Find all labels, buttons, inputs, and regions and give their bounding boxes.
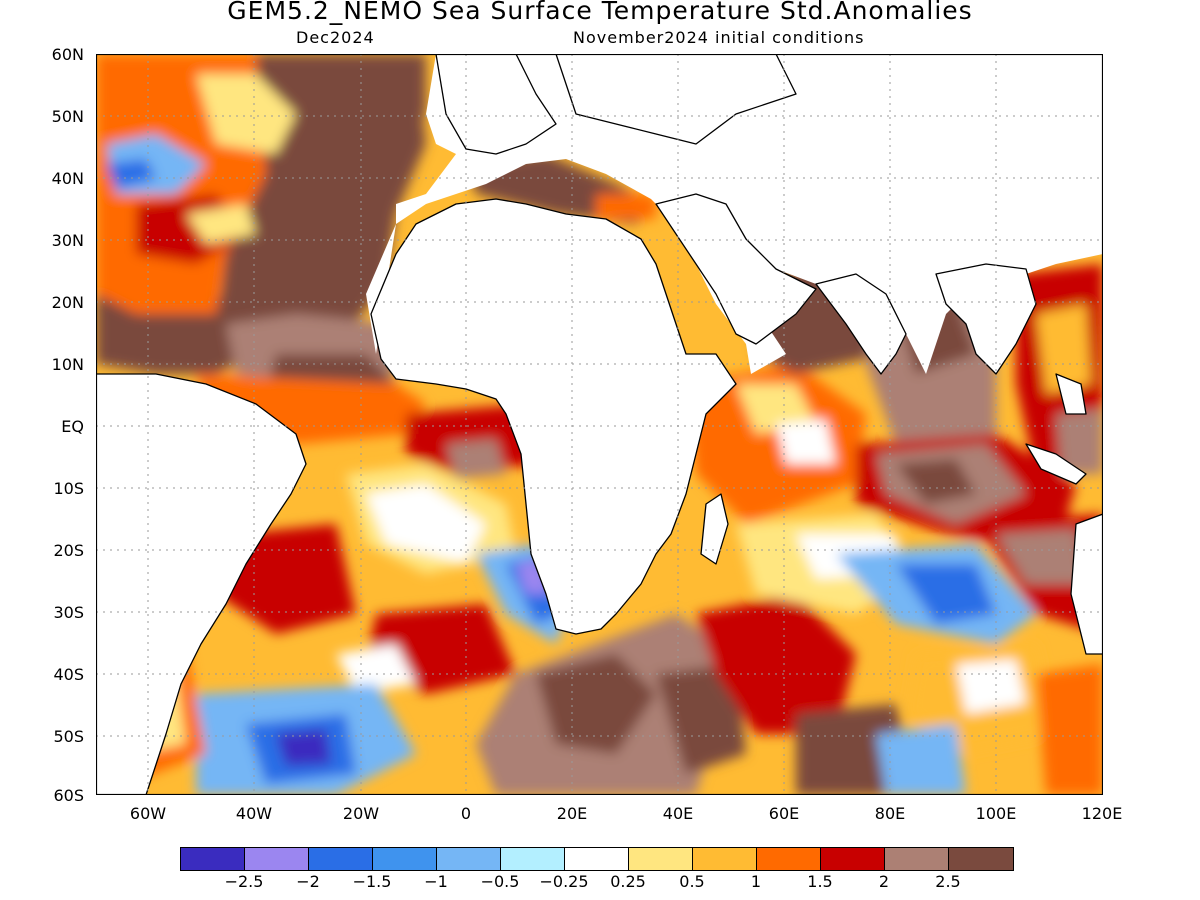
forecast-month: Dec2024 <box>296 28 375 47</box>
anomaly-region <box>396 54 426 144</box>
anomaly-region <box>106 159 156 189</box>
lat-label: 10N <box>51 355 84 374</box>
anomaly-region <box>596 194 656 219</box>
anomaly-region <box>686 364 866 524</box>
lat-label: 20N <box>51 293 84 312</box>
lon-label: 20E <box>556 804 588 823</box>
initial-conditions-label: November2024 initial conditions <box>573 28 865 47</box>
anomaly-region <box>446 439 506 479</box>
lat-label: 50S <box>53 727 84 746</box>
lon-label: 20W <box>342 804 380 823</box>
lon-label: 80E <box>874 804 906 823</box>
colorbar-swatch <box>693 848 757 870</box>
anomaly-region <box>276 729 331 766</box>
colorbar-swatch <box>949 848 1013 870</box>
anomaly-region <box>896 459 976 504</box>
colorbar-label: −2.5 <box>224 872 264 891</box>
anomaly-region <box>776 419 836 464</box>
anomaly-region <box>366 484 486 564</box>
colorbar-label: 2.5 <box>935 872 961 891</box>
anomaly-region <box>876 724 966 795</box>
colorbar-swatch <box>821 848 885 870</box>
colorbar-swatch <box>885 848 949 870</box>
anomaly-region <box>186 204 256 244</box>
lon-label: 60E <box>768 804 800 823</box>
lat-label: 60S <box>53 786 84 805</box>
colorbar-label: 0.5 <box>679 872 705 891</box>
colorbar-label: −2 <box>296 872 320 891</box>
anomaly-map <box>96 54 1103 795</box>
colorbar-label: 2 <box>878 872 890 891</box>
lon-label: 40E <box>662 804 694 823</box>
anomaly-region <box>1036 664 1103 795</box>
anomaly-region <box>896 564 996 624</box>
anomaly-region <box>956 659 1026 714</box>
lat-label: 40S <box>53 665 84 684</box>
lon-label: 0 <box>460 804 472 823</box>
colorbar-swatch <box>437 848 501 870</box>
colorbar-swatch <box>629 848 693 870</box>
anomaly-region <box>536 654 656 754</box>
colorbar-swatch <box>757 848 821 870</box>
lat-label: 30S <box>53 603 84 622</box>
landmass <box>96 54 1103 795</box>
colorbar-swatch <box>565 848 629 870</box>
anomaly-region <box>336 644 416 694</box>
colorbar <box>180 847 1014 871</box>
colorbar-label: 1 <box>750 872 762 891</box>
lon-label: 60W <box>129 804 167 823</box>
colorbar-label: −0.5 <box>480 872 520 891</box>
colorbar-label: 0.25 <box>610 872 646 891</box>
lat-label: 50N <box>51 107 84 126</box>
anomaly-region <box>1036 304 1091 394</box>
lat-label: 10S <box>53 479 84 498</box>
colorbar-swatch <box>245 848 309 870</box>
anomaly-region <box>696 594 856 734</box>
map-frame <box>96 54 1103 795</box>
anomaly-region <box>196 74 296 154</box>
lon-label: 120E <box>1081 804 1123 823</box>
colorbar-swatch <box>501 848 565 870</box>
colorbar-swatch <box>373 848 437 870</box>
lat-label: 60N <box>51 45 84 64</box>
anomaly-region <box>1056 409 1103 474</box>
lon-label: 100E <box>975 804 1017 823</box>
map-title: GEM5.2_NEMO Sea Surface Temperature Std.… <box>227 0 973 25</box>
colorbar-swatch <box>309 848 373 870</box>
lat-label: 30N <box>51 231 84 250</box>
lat-label: 40N <box>51 169 84 188</box>
anomaly-region <box>736 384 816 434</box>
lat-label: EQ <box>61 417 84 436</box>
anomaly-region <box>996 529 1086 584</box>
anomaly-region <box>406 404 536 474</box>
colorbar-label: −1 <box>424 872 448 891</box>
colorbar-label: −0.25 <box>539 872 589 891</box>
colorbar-label: 1.5 <box>807 872 833 891</box>
colorbar-swatch <box>181 848 245 870</box>
lat-label: 20S <box>53 541 84 560</box>
lon-label: 40W <box>235 804 273 823</box>
lat-lon-grid <box>96 54 1103 795</box>
colorbar-label: −1.5 <box>352 872 392 891</box>
